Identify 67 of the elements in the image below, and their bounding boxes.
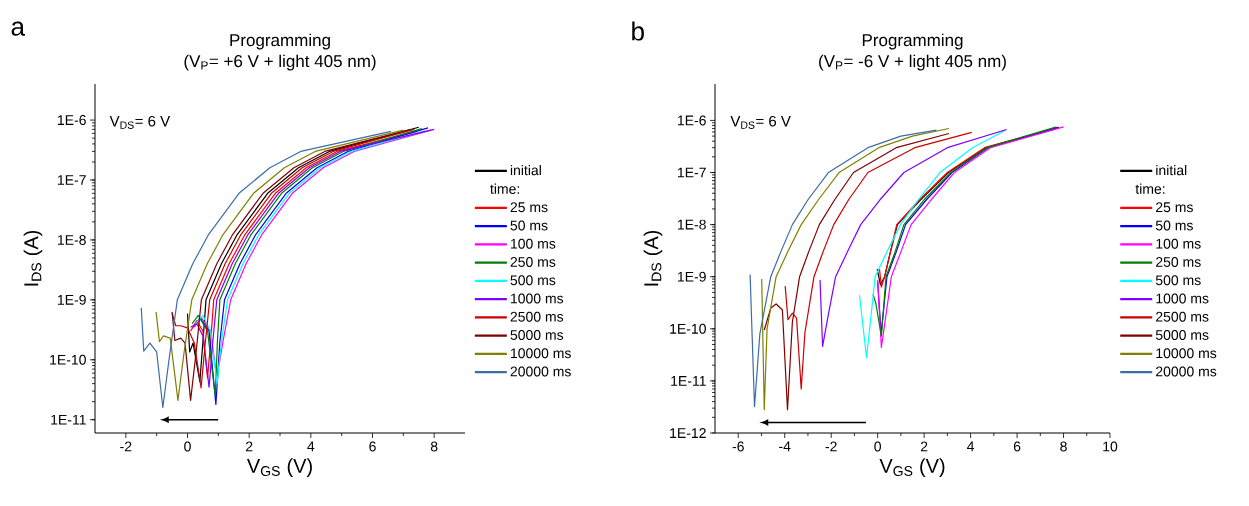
line-series — [858, 129, 1007, 359]
legend-label: initial — [510, 164, 541, 176]
legend-label: 25 ms — [1156, 202, 1193, 213]
y-tick-label: 1E-11 — [51, 414, 86, 425]
legend-label: 100 ms — [511, 238, 556, 249]
annotation: V$_{DS}$= 6 V — [109, 115, 171, 129]
legend-label: 500 ms — [510, 275, 556, 286]
chart-title: Programming — [862, 33, 963, 50]
line-series — [819, 128, 1008, 347]
x-tick-label: 4 — [307, 441, 315, 452]
x-tick-label: 4 — [967, 441, 975, 452]
y-tick-label: 1E-7 — [57, 175, 86, 185]
y-tick-label: 1E-6 — [677, 115, 706, 126]
x-tick-label: -2 — [120, 441, 132, 452]
x-tick-label: 0 — [874, 441, 881, 452]
y-tick-label: 1E-9 — [677, 271, 706, 282]
y-tick-label: 1E-6 — [57, 115, 86, 126]
chart-title: Programming — [230, 33, 330, 50]
legend-label: 1000 ms — [511, 293, 564, 304]
x-tick-label: 0 — [184, 441, 191, 452]
x-tick-label: -6 — [732, 441, 744, 452]
x-tick-label: -2 — [825, 441, 837, 452]
y-axis-title: I$_{DS}$ (A) — [643, 230, 663, 286]
x-axis-title: V$_{GS}$ (V) — [879, 458, 945, 477]
legend-label: 500 ms — [1155, 275, 1201, 286]
x-tick-label: 8 — [1060, 441, 1067, 452]
x-tick-label: 6 — [369, 441, 376, 452]
y-tick-label: 1E-12 — [670, 428, 706, 438]
legend-label: 5000 ms — [1155, 330, 1209, 340]
legend-label: 20000 ms — [510, 366, 571, 377]
legend-label: 50 ms — [1155, 220, 1193, 231]
y-axis-title: I$_{DS}$ (A) — [23, 230, 43, 286]
x-tick-label: 6 — [1013, 441, 1021, 452]
text: a — [11, 21, 25, 36]
y-tick-label: 1E-10 — [50, 354, 86, 365]
legend-label: 2500 ms — [510, 311, 564, 322]
x-tick-label: 2 — [920, 441, 928, 452]
x-tick-label: 2 — [245, 441, 253, 452]
y-tick-label: 1E-8 — [57, 234, 86, 245]
legend-label: 25 ms — [510, 202, 548, 213]
annotation: V$_{DS}$= 6 V — [730, 115, 791, 129]
x-axis-title: V$_{GS}$ (V) — [246, 458, 312, 477]
legend-label: 10000 ms — [1156, 348, 1217, 359]
legend-label: 100 ms — [1156, 238, 1201, 249]
legend-label: 250 ms — [510, 256, 556, 267]
y-tick-label: 1E-8 — [677, 219, 706, 230]
chart-subtitle: (V$_{P}$= +6 V + light 405 nm) — [184, 54, 376, 71]
legend-label: 10000 ms — [511, 348, 571, 359]
legend-title: time: — [490, 183, 519, 194]
legend-label: 1000 ms — [1156, 293, 1209, 304]
legend-label: 5000 ms — [510, 330, 564, 340]
y-tick-label: 1E-11 — [671, 376, 706, 386]
legend-label: 250 ms — [1156, 256, 1201, 267]
y-tick-label: 1E-10 — [670, 323, 706, 334]
legend-label: 2500 ms — [1156, 311, 1209, 322]
legend-label: initial — [1156, 164, 1187, 176]
legend-label: 20000 ms — [1156, 366, 1217, 377]
text: b — [632, 21, 644, 41]
chart-subtitle: (V$_{P}$= -6 V + light 405 nm) — [819, 54, 1006, 71]
y-tick-label: 1E-7 — [677, 167, 706, 178]
legend-label: 50 ms — [510, 220, 548, 231]
x-tick-label: 8 — [430, 441, 438, 452]
x-tick-label: 10 — [1103, 441, 1118, 452]
x-tick-label: -4 — [779, 441, 791, 452]
line-series — [784, 131, 973, 390]
legend-title: time: — [1135, 183, 1165, 194]
y-tick-label: 1E-9 — [57, 294, 86, 305]
